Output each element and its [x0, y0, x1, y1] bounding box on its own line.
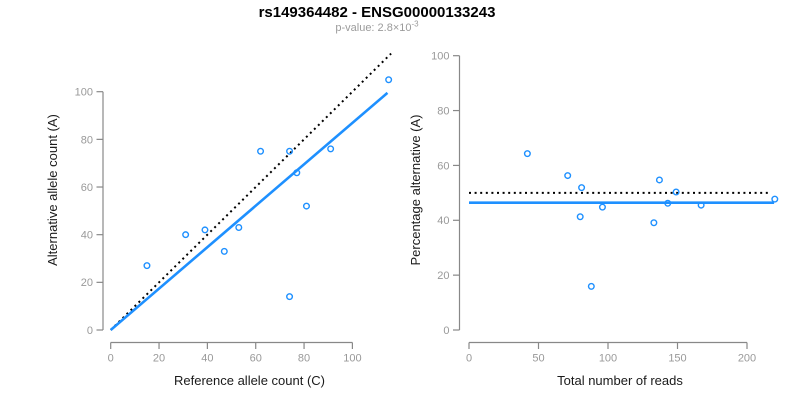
- x-tick-label: 0: [466, 353, 472, 365]
- data-point: [286, 293, 294, 301]
- panel-percentage-vs-coverage: 0 20 40 60 80 100 0 50 100 150 200 Total number of …: [408, 51, 779, 388]
- y-axis-title: Percentage alternative (A): [408, 114, 423, 265]
- data-point: [385, 76, 393, 84]
- data-point: [771, 195, 779, 203]
- y-tick-label: 60: [437, 160, 449, 172]
- data-point: [327, 145, 335, 153]
- y-tick-label: 80: [81, 134, 93, 146]
- data-point: [598, 203, 606, 211]
- x-tick-label: 20: [153, 353, 165, 365]
- data-point: [286, 147, 294, 155]
- y-tick-label: 100: [75, 87, 93, 99]
- identity-line: [109, 52, 392, 331]
- y-tick-label: 40: [437, 215, 449, 227]
- data-point: [650, 219, 658, 227]
- data-point: [576, 213, 584, 221]
- x-tick-label: 40: [201, 353, 213, 365]
- x-tick-label: 50: [532, 353, 544, 365]
- y-tick-label: 100: [431, 51, 449, 63]
- x-axis-title: Total number of reads: [557, 373, 683, 388]
- x-axis-title: Reference allele count (C): [174, 373, 325, 388]
- x-tick-label: 100: [599, 353, 617, 365]
- y-tick-label: 0: [443, 325, 449, 337]
- data-point: [697, 201, 705, 209]
- data-point: [564, 172, 572, 180]
- y-tick-label: 60: [81, 182, 93, 194]
- data-point: [201, 226, 209, 234]
- data-point: [235, 224, 243, 232]
- panel-allele-counts: 0 20 40 60 80 100 0 20 40 60 80 100 Reference allele…: [45, 52, 393, 388]
- y-tick-label: 20: [437, 270, 449, 282]
- data-point: [220, 247, 228, 255]
- data-point: [523, 150, 531, 158]
- y-tick-label: 20: [81, 277, 93, 289]
- data-point: [293, 169, 301, 177]
- x-tick-label: 200: [738, 353, 756, 365]
- data-point: [143, 262, 151, 270]
- x-tick-label: 150: [668, 353, 686, 365]
- data-point: [182, 231, 190, 239]
- data-point: [587, 282, 595, 290]
- x-tick-label: 100: [343, 353, 361, 365]
- data-point: [257, 147, 265, 155]
- x-tick-label: 0: [108, 353, 114, 365]
- data-point: [302, 202, 310, 210]
- y-axis-title: Alternative allele count (A): [45, 114, 60, 266]
- x-tick-label: 80: [298, 353, 310, 365]
- fit-line: [109, 91, 389, 331]
- x-tick-label: 60: [250, 353, 262, 365]
- data-point: [655, 176, 663, 184]
- y-tick-label: 40: [81, 230, 93, 242]
- data-point: [664, 199, 672, 207]
- y-tick-label: 80: [437, 105, 449, 117]
- y-tick-label: 0: [87, 325, 93, 337]
- data-point: [578, 184, 586, 192]
- data-point: [672, 188, 680, 196]
